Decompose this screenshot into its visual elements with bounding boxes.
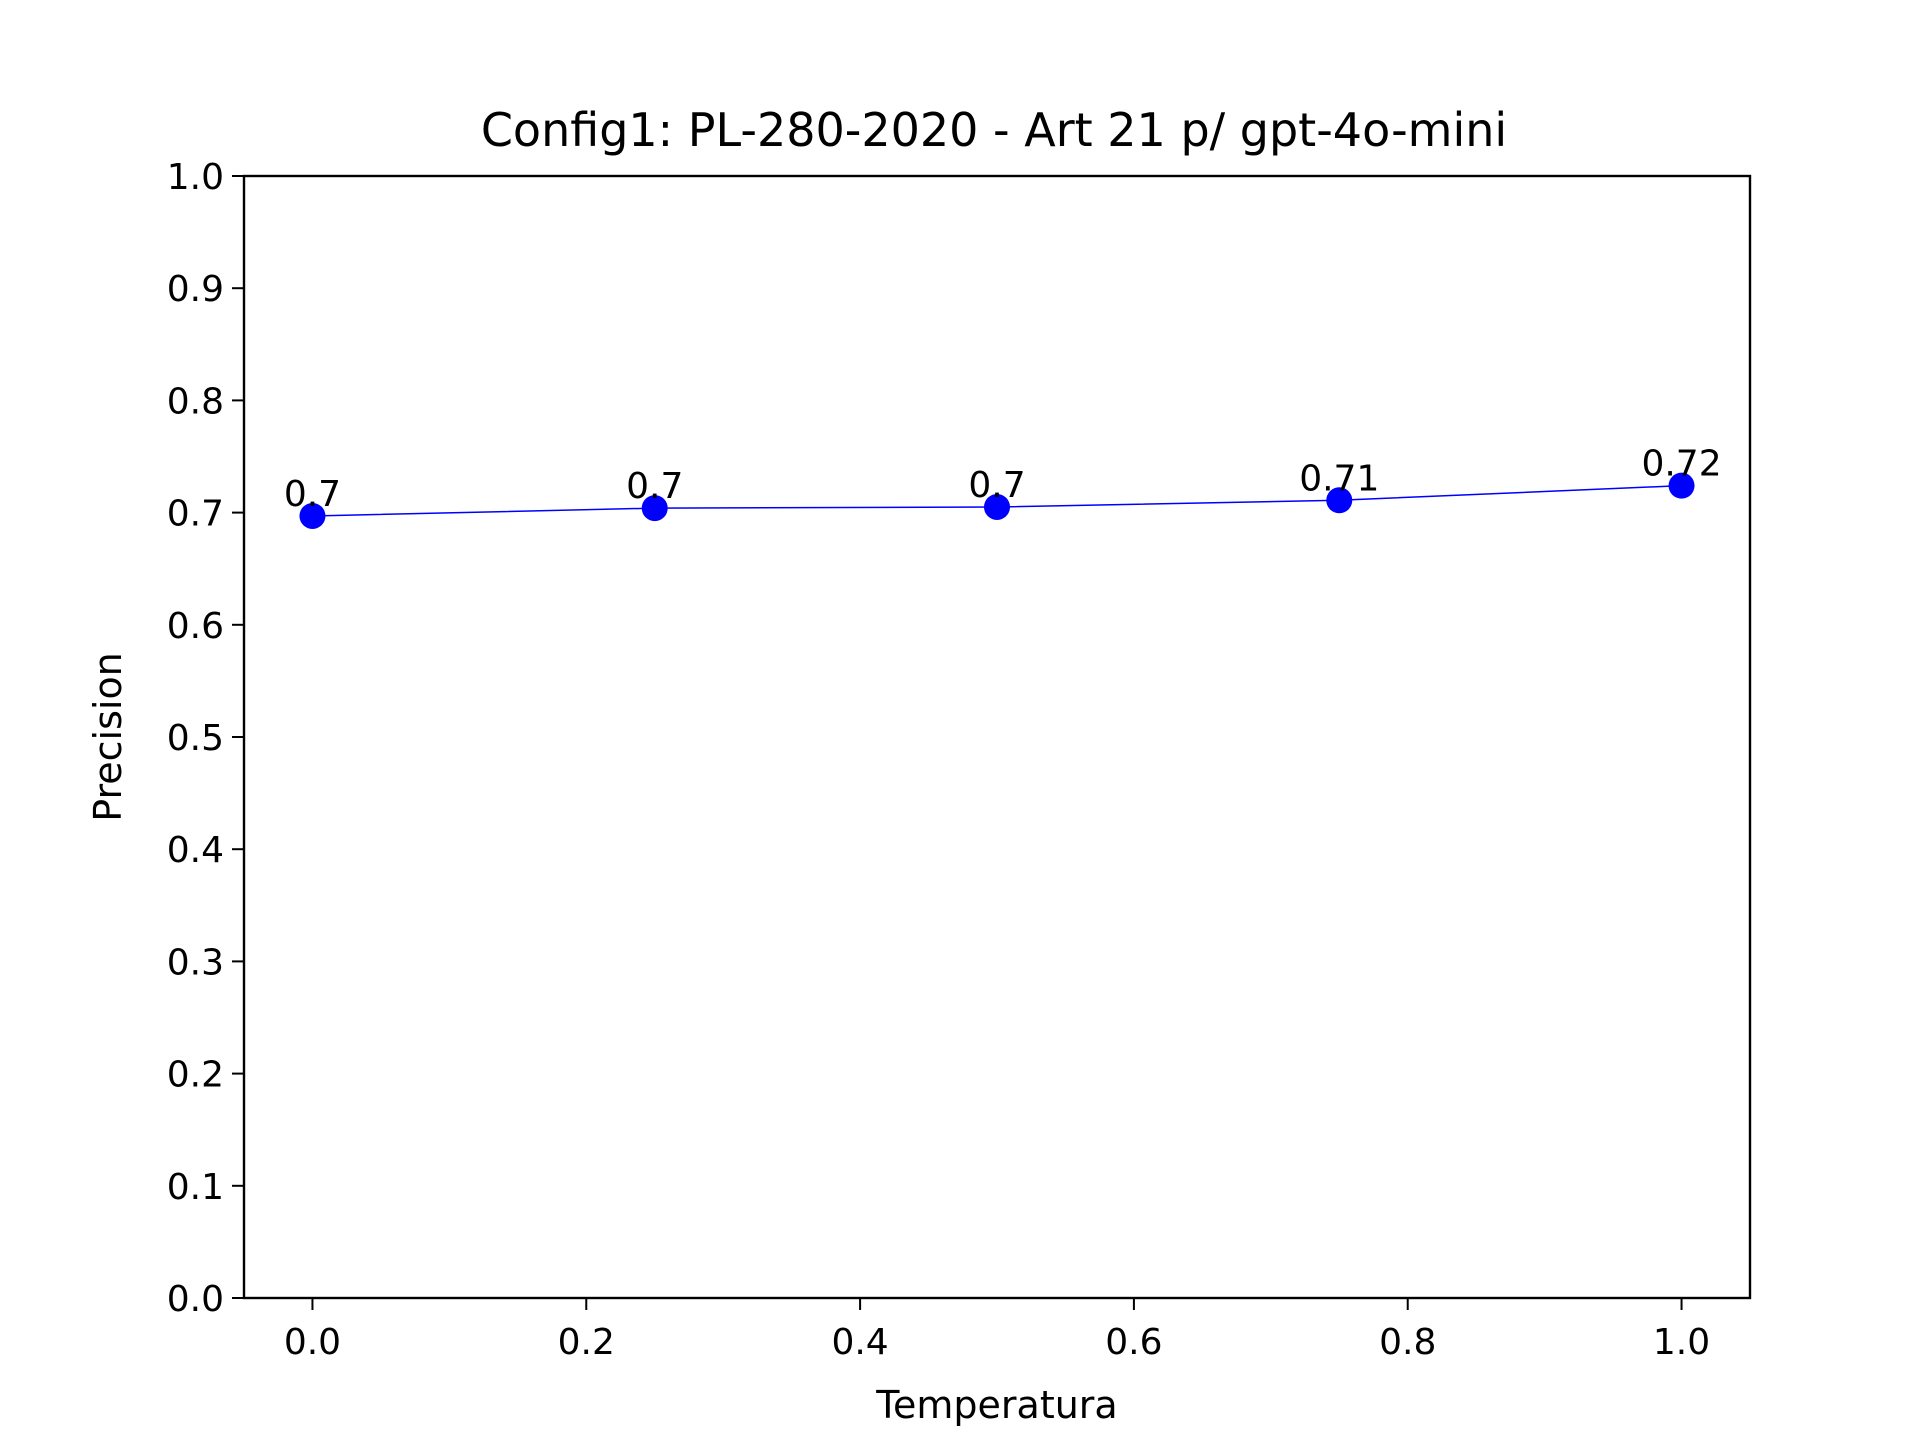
y-tick-label: 0.0 [167,1279,224,1320]
data-label: 0.72 [1641,444,1721,485]
data-point [1668,472,1695,499]
y-tick-label: 0.7 [167,494,224,535]
data-label: 0.7 [968,465,1025,506]
x-axis: 0.0 0.2 0.4 0.6 0.8 1.0 [284,1298,1710,1363]
data-label: 0.7 [626,466,683,507]
y-tick-label: 0.3 [167,942,224,983]
data-label: 0.71 [1299,458,1379,499]
y-tick-label: 1.0 [167,157,224,198]
y-tick-label: 0.9 [167,269,224,310]
y-axis: 0.0 0.1 0.2 0.3 0.4 0.5 0.6 0.7 0.8 0.9 1.0 [167,157,244,1320]
x-tick-label: 0.8 [1379,1322,1436,1363]
y-tick-label: 0.1 [167,1167,224,1208]
x-tick-label: 0.2 [558,1322,615,1363]
data-point [984,493,1010,520]
y-tick-label: 0.4 [167,830,224,871]
data-point [1326,487,1353,514]
y-tick-label: 0.5 [167,718,224,759]
data-label: 0.7 [284,474,341,515]
x-tick-label: 0.4 [831,1322,888,1363]
y-tick-label: 0.2 [167,1055,224,1096]
data-point [641,495,668,522]
y-axis-label: Precision [86,652,130,822]
x-axis-label: Temperatura [875,1383,1117,1427]
x-tick-label: 0.0 [284,1322,341,1363]
data-point [299,502,326,529]
x-tick-label: 1.0 [1653,1322,1710,1363]
y-tick-label: 0.6 [167,606,224,647]
y-tick-label: 0.8 [167,381,224,422]
chart-title: Config1: PL-280-2020 - Art 21 p/ gpt-4o-… [481,103,1507,157]
plot-area: 0.7 0.7 0.7 0.71 0.72 [284,444,1722,529]
x-tick-label: 0.6 [1105,1322,1162,1363]
